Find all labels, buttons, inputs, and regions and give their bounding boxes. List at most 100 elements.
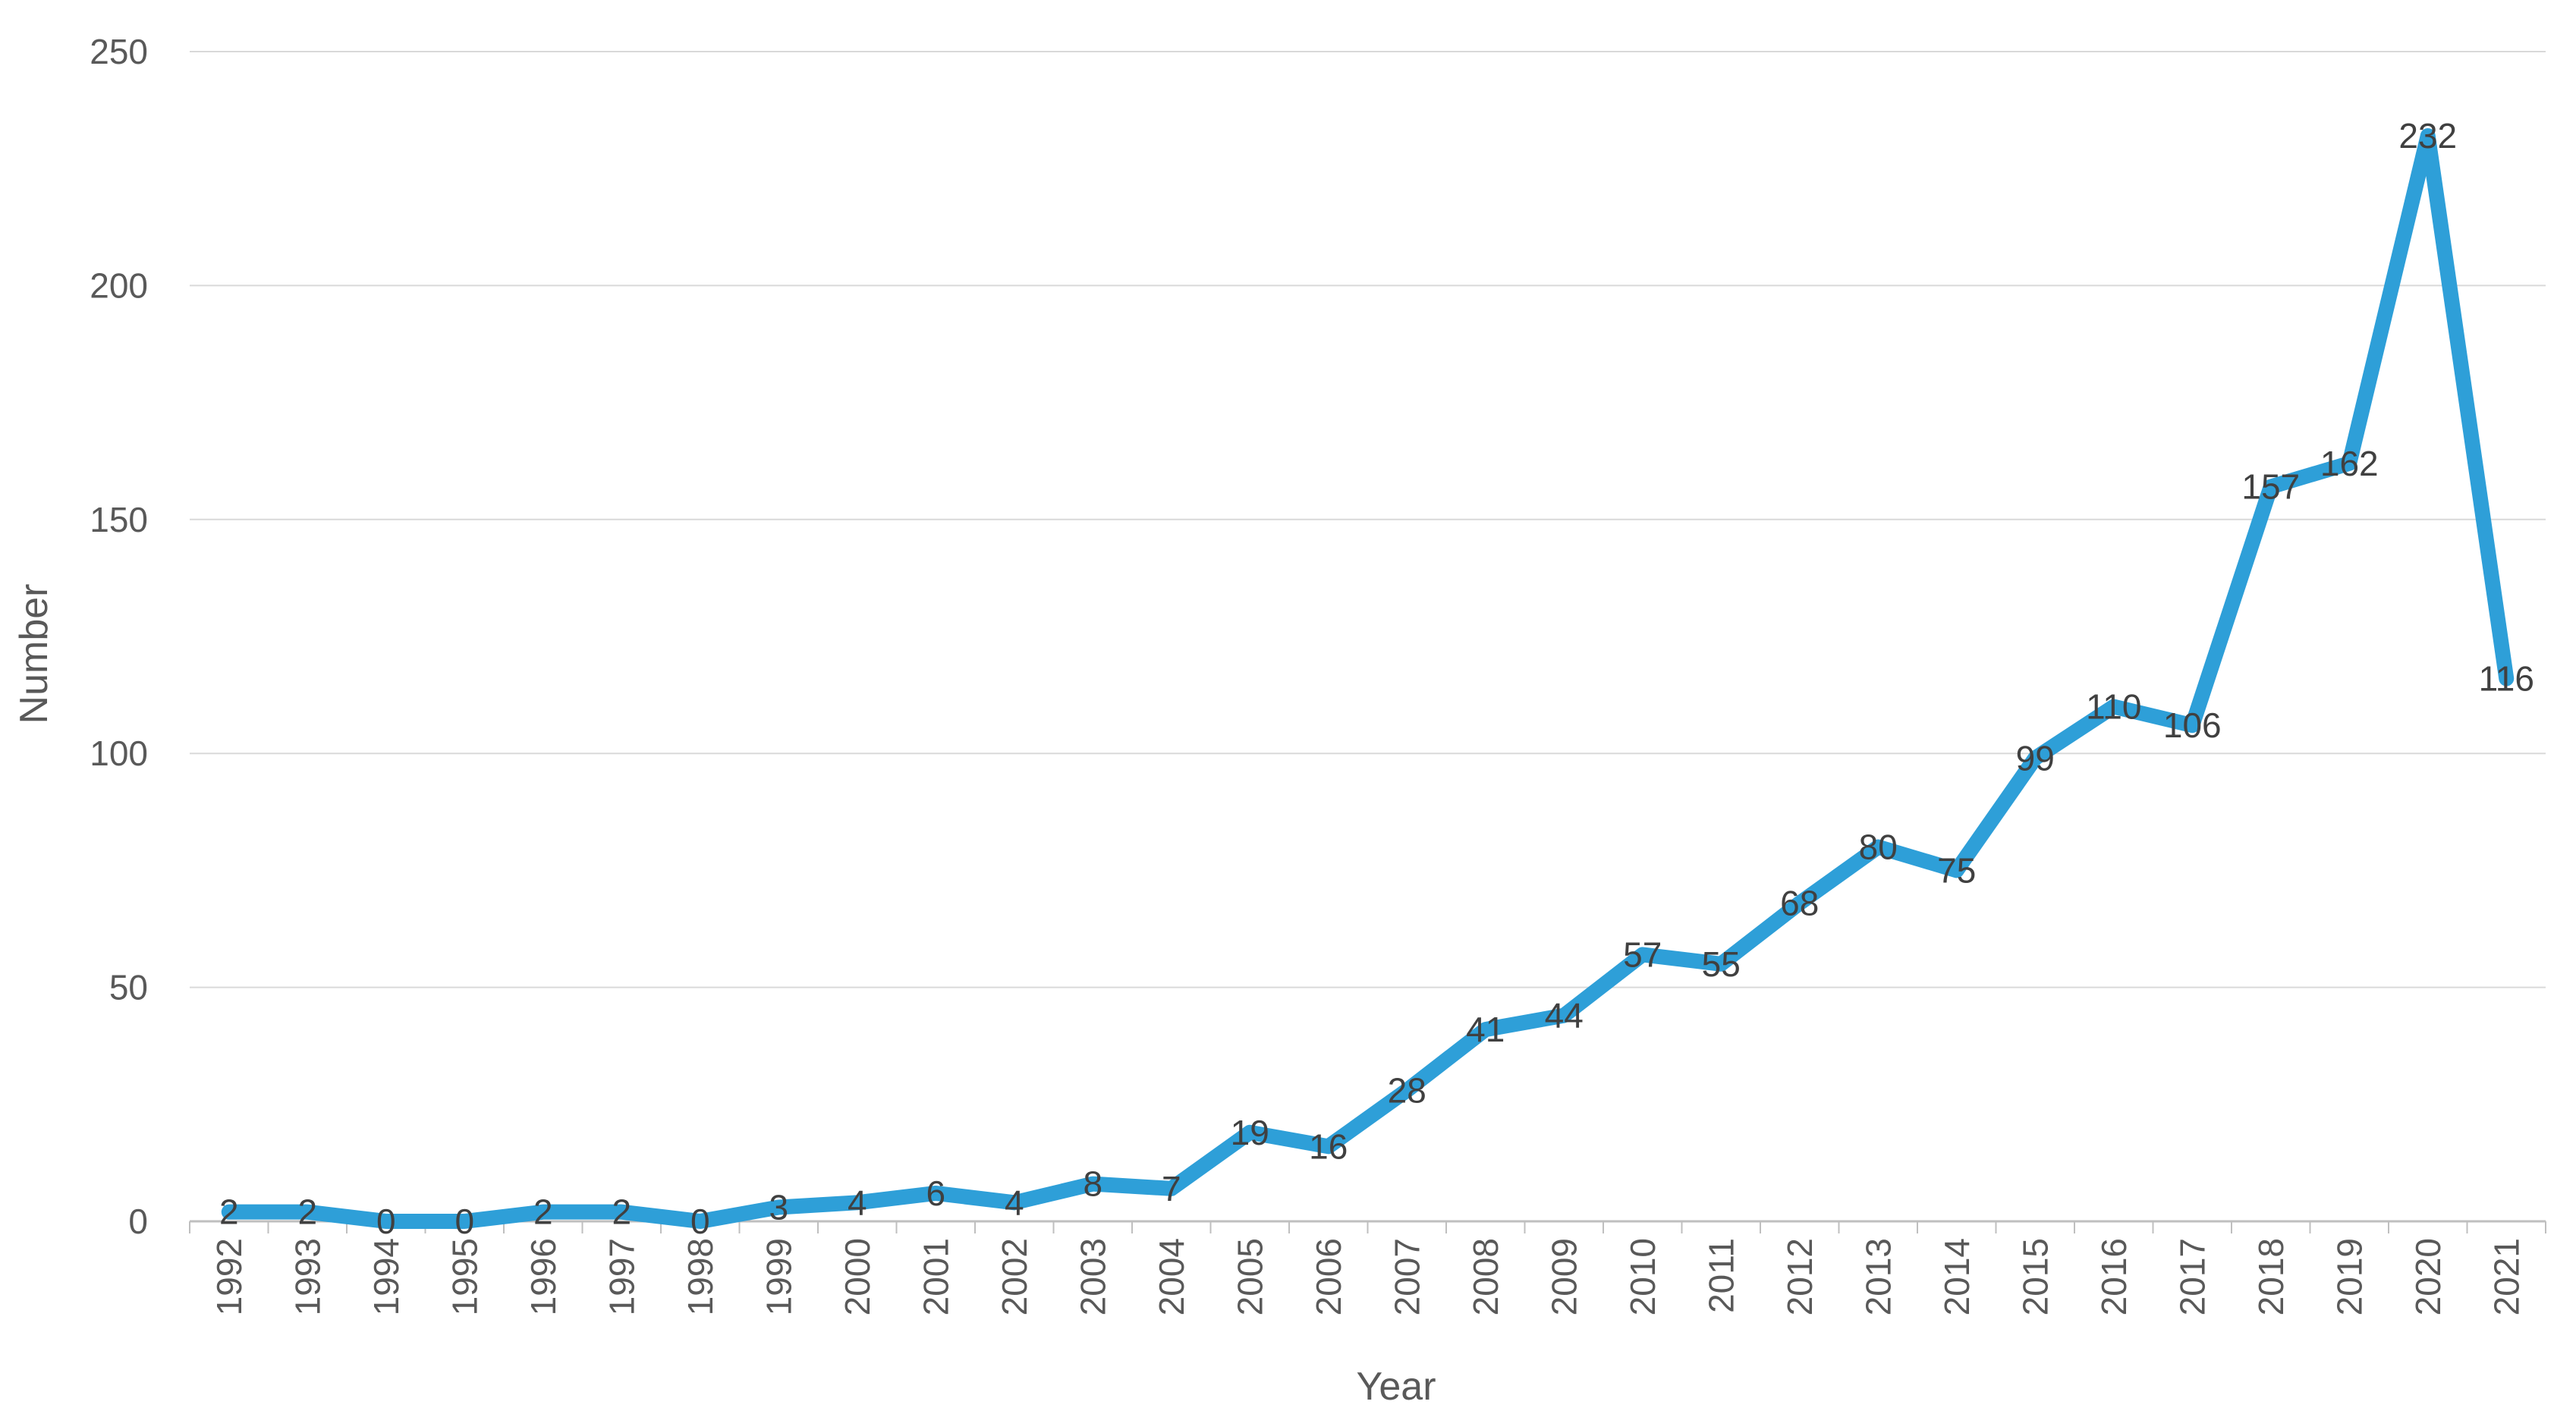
x-tick-label: 2021 [2486, 1238, 2526, 1315]
data-label: 99 [2016, 738, 2055, 778]
data-point [2426, 134, 2430, 138]
data-label: 157 [2241, 467, 2300, 507]
data-label: 4 [848, 1183, 867, 1222]
data-point [1876, 845, 1880, 849]
data-point [1798, 901, 1801, 905]
x-tick-label: 1992 [209, 1238, 249, 1315]
x-tick-label: 2011 [1701, 1238, 1741, 1313]
x-tick-label: 2007 [1387, 1238, 1426, 1315]
data-point [306, 1210, 310, 1214]
data-point [1955, 869, 1958, 872]
y-axis-ticks: 0 50 100 150 200 250 [90, 32, 148, 1241]
x-tick-label: 1999 [759, 1238, 798, 1315]
data-point [1091, 1182, 1095, 1186]
data-point [2112, 705, 2115, 709]
data-points [227, 134, 2508, 1223]
x-tick-label: 2015 [2015, 1238, 2055, 1315]
y-tick-label: 150 [90, 500, 148, 539]
x-tick-label: 1994 [366, 1238, 406, 1315]
data-label: 68 [1780, 884, 1819, 923]
x-tick-label: 2012 [1780, 1238, 1820, 1315]
data-label: 0 [690, 1202, 710, 1241]
data-point [2033, 756, 2037, 760]
data-point [777, 1205, 781, 1209]
x-tick-label: 2009 [1544, 1238, 1584, 1315]
data-label: 2 [533, 1192, 553, 1232]
data-label: 2 [612, 1192, 631, 1232]
x-tick-label: 1995 [445, 1238, 484, 1315]
data-point [1405, 1089, 1409, 1092]
data-point [1326, 1145, 1330, 1148]
x-tick-label: 2002 [995, 1238, 1034, 1315]
data-point [2269, 485, 2272, 489]
x-tick-label: 2017 [2172, 1238, 2212, 1315]
data-label: 44 [1545, 996, 1584, 1035]
data-labels: 2 2 0 0 2 2 0 3 4 6 4 8 7 19 16 28 41 44 57 55 68 80 75 99 110 10… [219, 116, 2534, 1241]
data-label: 80 [1859, 828, 1898, 867]
data-point [2348, 461, 2351, 465]
x-tick-label: 2013 [1858, 1238, 1898, 1315]
data-point [934, 1191, 938, 1195]
x-tick-label: 2010 [1623, 1238, 1662, 1315]
y-tick-label: 250 [90, 32, 148, 71]
x-tick-label: 2018 [2251, 1238, 2291, 1315]
x-tick-label: 1993 [288, 1238, 327, 1315]
data-point [1248, 1130, 1252, 1134]
x-tick-label: 2005 [1230, 1238, 1269, 1315]
series-line [221, 128, 2515, 1229]
series-line-group [221, 128, 2515, 1229]
data-label: 3 [769, 1187, 788, 1227]
data-label: 57 [1623, 935, 1662, 974]
data-point [1012, 1201, 1016, 1205]
gridlines [190, 51, 2546, 1223]
data-label: 55 [1702, 944, 1741, 984]
data-label: 2 [219, 1192, 239, 1232]
x-tick-label: 2008 [1466, 1238, 1505, 1315]
data-label: 28 [1388, 1070, 1426, 1110]
data-label: 0 [376, 1202, 396, 1241]
x-tick-label: 1997 [602, 1238, 641, 1315]
data-point [1640, 953, 1644, 957]
x-tick-label: 2004 [1152, 1238, 1191, 1315]
data-label: 2 [297, 1192, 317, 1232]
data-point [1169, 1186, 1173, 1190]
x-tick-label: 2014 [1937, 1238, 1977, 1315]
data-point [1719, 962, 1723, 966]
data-label: 232 [2398, 116, 2457, 156]
y-tick-label: 100 [90, 734, 148, 773]
data-point [384, 1220, 388, 1223]
data-label: 8 [1083, 1164, 1102, 1204]
x-tick-label: 2020 [2408, 1238, 2448, 1315]
x-tick-label: 2001 [916, 1238, 955, 1315]
data-label: 7 [1162, 1169, 1181, 1208]
data-point [2505, 677, 2508, 680]
x-tick-label: 2019 [2329, 1238, 2369, 1315]
data-label: 6 [926, 1174, 945, 1213]
data-label: 19 [1231, 1113, 1269, 1152]
data-label: 41 [1466, 1010, 1505, 1049]
y-tick-label: 200 [90, 266, 148, 305]
data-point [698, 1220, 702, 1223]
data-point [541, 1210, 545, 1214]
y-tick-label: 50 [109, 968, 148, 1007]
x-tick-label: 1996 [524, 1238, 563, 1315]
data-label: 116 [2479, 659, 2534, 699]
data-point [2191, 724, 2194, 727]
data-point [1562, 1013, 1566, 1017]
x-tick-label: 1998 [681, 1238, 720, 1315]
data-point [620, 1210, 624, 1214]
x-tick-label: 2006 [1309, 1238, 1348, 1315]
data-point [227, 1210, 231, 1214]
data-label: 16 [1309, 1126, 1348, 1166]
data-point [855, 1201, 859, 1205]
data-label: 4 [1005, 1183, 1024, 1222]
data-label: 0 [454, 1202, 474, 1241]
x-tick-label: 2000 [838, 1238, 877, 1315]
data-label: 106 [2163, 705, 2222, 745]
data-point [463, 1220, 467, 1223]
y-tick-label: 0 [128, 1202, 148, 1241]
x-axis-ticks: 1992 1993 1994 1995 1996 1997 1998 1999 2000 2001… [189, 1221, 2546, 1315]
data-label: 162 [2320, 444, 2379, 483]
